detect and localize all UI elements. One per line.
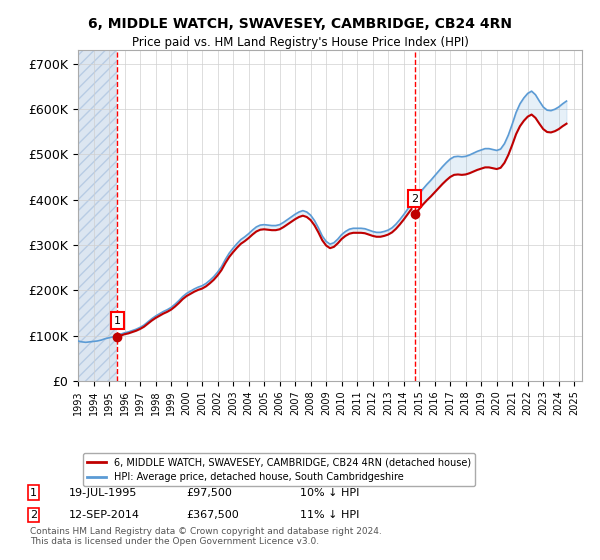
Text: 2: 2 bbox=[411, 194, 418, 204]
Text: 1: 1 bbox=[30, 488, 37, 498]
Text: Contains HM Land Registry data © Crown copyright and database right 2024.
This d: Contains HM Land Registry data © Crown c… bbox=[30, 526, 382, 546]
Legend: 6, MIDDLE WATCH, SWAVESEY, CAMBRIDGE, CB24 4RN (detached house), HPI: Average pr: 6, MIDDLE WATCH, SWAVESEY, CAMBRIDGE, CB… bbox=[83, 454, 475, 486]
Text: 2: 2 bbox=[30, 510, 37, 520]
Text: 6, MIDDLE WATCH, SWAVESEY, CAMBRIDGE, CB24 4RN: 6, MIDDLE WATCH, SWAVESEY, CAMBRIDGE, CB… bbox=[88, 17, 512, 31]
Text: 1: 1 bbox=[114, 316, 121, 326]
Text: £367,500: £367,500 bbox=[186, 510, 239, 520]
Text: Price paid vs. HM Land Registry's House Price Index (HPI): Price paid vs. HM Land Registry's House … bbox=[131, 36, 469, 49]
Text: 10% ↓ HPI: 10% ↓ HPI bbox=[300, 488, 359, 498]
Text: 19-JUL-1995: 19-JUL-1995 bbox=[69, 488, 137, 498]
Text: £97,500: £97,500 bbox=[186, 488, 232, 498]
Text: 12-SEP-2014: 12-SEP-2014 bbox=[69, 510, 140, 520]
Bar bbox=[78, 50, 118, 381]
Text: 11% ↓ HPI: 11% ↓ HPI bbox=[300, 510, 359, 520]
